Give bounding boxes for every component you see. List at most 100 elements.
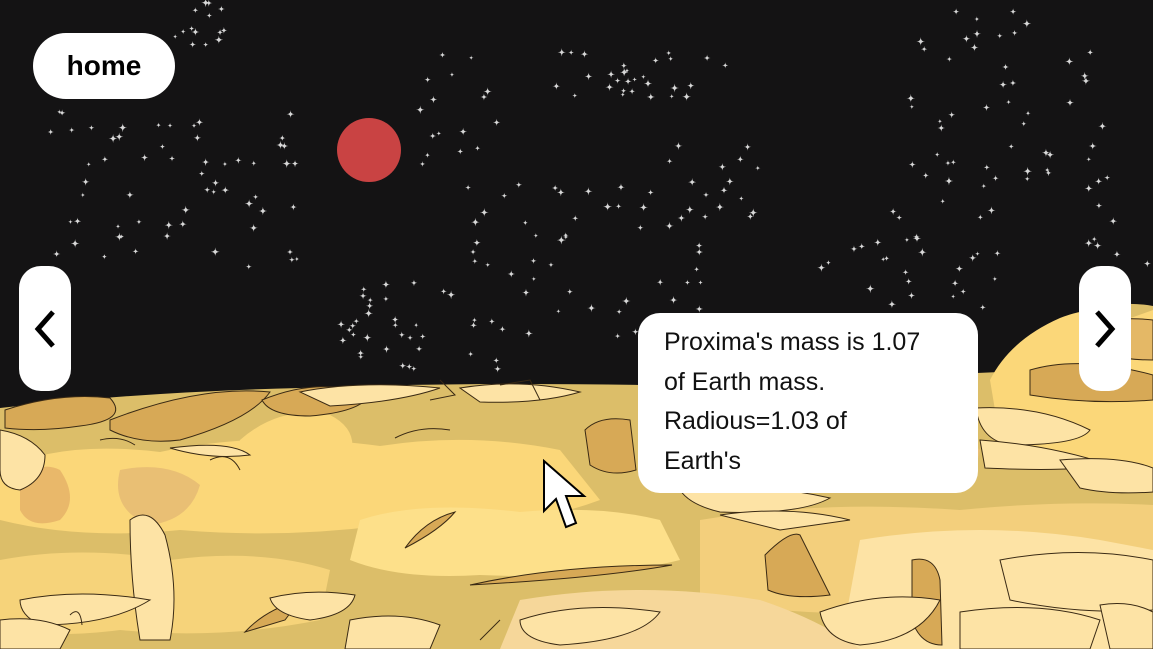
star: [999, 80, 1008, 89]
star: [568, 49, 575, 56]
star: [485, 262, 491, 268]
star: [951, 279, 959, 287]
star: [47, 128, 54, 136]
star: [132, 248, 139, 255]
star: [736, 155, 744, 163]
star: [250, 160, 257, 167]
star: [1009, 79, 1017, 87]
star: [669, 295, 678, 305]
star: [429, 95, 438, 104]
star: [1095, 202, 1103, 210]
star: [981, 183, 987, 189]
previous-button[interactable]: [19, 266, 71, 391]
star: [904, 237, 910, 243]
star: [1104, 174, 1111, 181]
star: [439, 51, 446, 59]
star: [631, 76, 638, 82]
star: [667, 55, 674, 62]
star: [276, 140, 285, 150]
star: [533, 232, 539, 239]
star: [850, 245, 858, 253]
star: [865, 284, 875, 294]
star: [746, 212, 754, 221]
star: [617, 183, 625, 192]
star: [607, 70, 616, 79]
star: [415, 105, 425, 115]
star: [652, 57, 659, 64]
star: [643, 79, 653, 88]
star: [982, 103, 991, 112]
star: [1045, 169, 1052, 177]
star: [628, 87, 636, 95]
star: [677, 214, 686, 222]
star: [167, 122, 173, 129]
star: [584, 72, 593, 81]
star: [440, 288, 447, 295]
star: [189, 41, 197, 48]
star: [531, 276, 537, 282]
star: [81, 177, 90, 186]
star: [349, 322, 357, 330]
star: [188, 25, 195, 32]
star: [115, 223, 121, 230]
star: [937, 118, 943, 124]
star: [948, 111, 956, 119]
star: [1065, 57, 1074, 66]
star: [687, 81, 695, 90]
star: [1084, 238, 1093, 248]
star: [695, 305, 704, 313]
star: [979, 304, 986, 311]
star: [551, 184, 559, 192]
star: [552, 82, 561, 91]
star: [203, 186, 211, 194]
star: [457, 148, 464, 155]
star: [449, 71, 455, 78]
star: [291, 159, 299, 168]
star: [202, 41, 209, 48]
star: [181, 205, 191, 215]
star: [507, 270, 516, 278]
star: [294, 256, 300, 262]
star: [557, 48, 566, 57]
star: [357, 353, 364, 360]
star: [738, 195, 745, 202]
star: [647, 189, 654, 196]
star: [467, 351, 474, 358]
home-button[interactable]: home: [33, 33, 175, 99]
star-field: [47, 0, 1151, 373]
star: [684, 279, 691, 286]
star: [1109, 217, 1118, 226]
star: [424, 76, 431, 83]
star: [356, 349, 365, 357]
star: [887, 300, 897, 309]
star: [939, 198, 946, 204]
star: [210, 247, 220, 257]
star: [245, 263, 252, 270]
star: [960, 288, 967, 295]
star: [211, 179, 220, 187]
star: [688, 178, 697, 187]
star: [86, 161, 92, 167]
star: [88, 124, 95, 131]
star: [916, 37, 926, 46]
star: [889, 207, 897, 216]
star: [471, 258, 478, 265]
star: [1084, 184, 1093, 193]
star: [192, 7, 199, 14]
next-button[interactable]: [1079, 266, 1131, 391]
star: [906, 93, 916, 103]
star: [725, 177, 734, 186]
star: [715, 202, 725, 212]
star: [216, 28, 224, 36]
star: [1045, 150, 1055, 159]
star: [1011, 29, 1018, 37]
star: [674, 141, 683, 151]
star: [905, 277, 913, 285]
star: [670, 83, 680, 93]
star: [665, 50, 672, 56]
star: [1020, 120, 1027, 127]
star: [944, 176, 954, 186]
star: [108, 133, 118, 143]
star: [880, 256, 886, 262]
star: [1005, 99, 1012, 105]
